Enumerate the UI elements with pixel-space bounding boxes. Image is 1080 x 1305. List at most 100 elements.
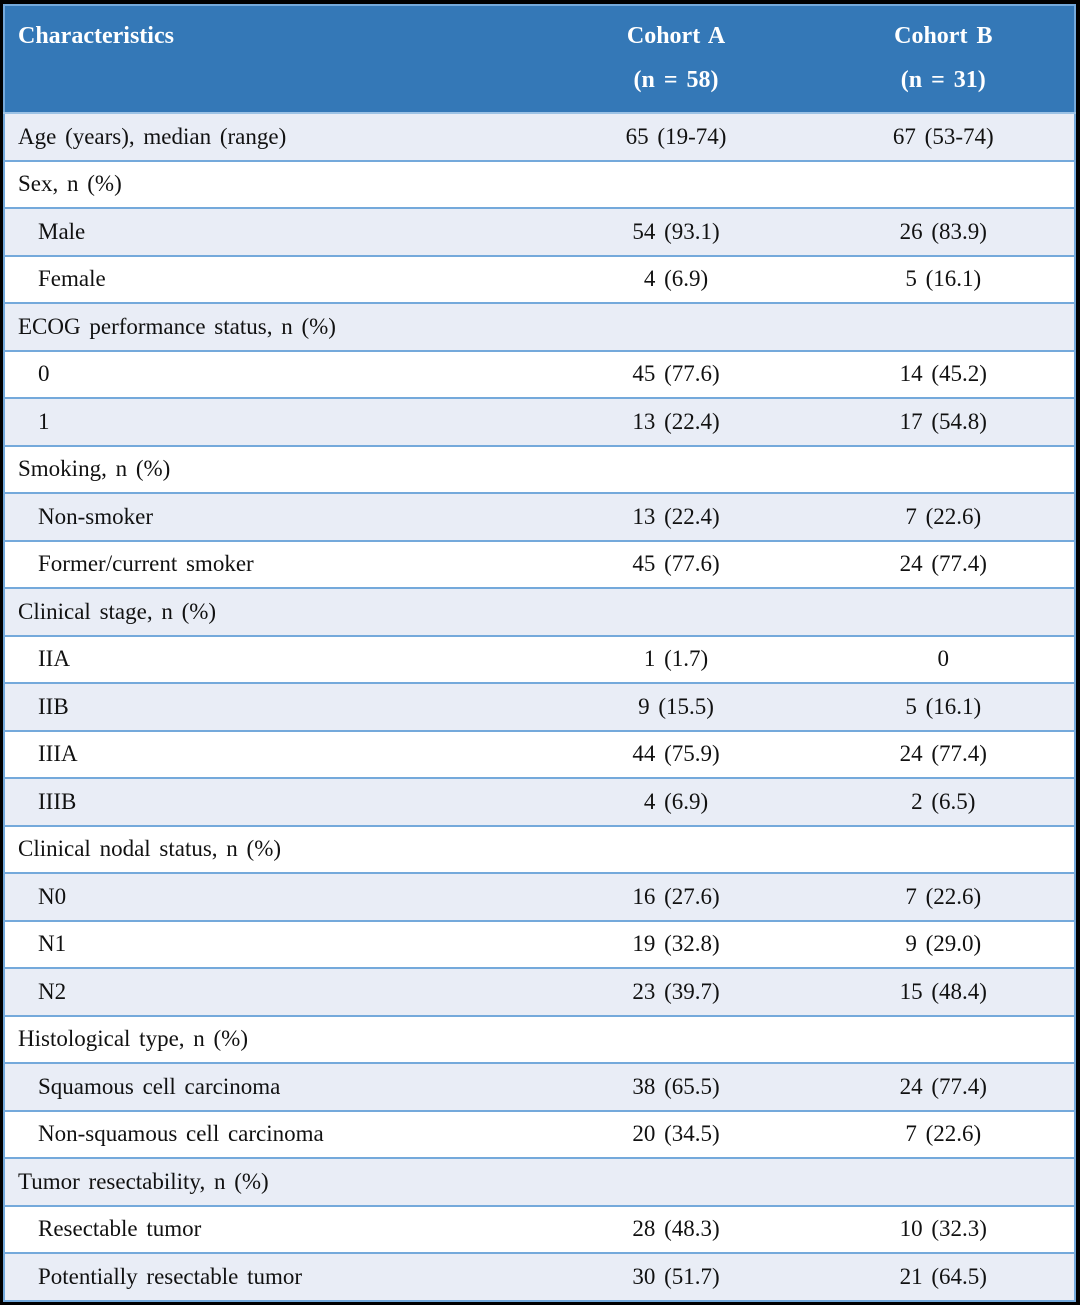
row-label-cell: Histological type, n (%) <box>4 1015 540 1064</box>
cohort-b-value: 5 (16.1) <box>812 255 1075 304</box>
cohort-b-value: 0 <box>812 635 1075 684</box>
data-row: Female 4 (6.9) 5 (16.1) <box>4 255 1075 304</box>
row-label: IIB <box>38 693 69 719</box>
cohort-a-value <box>539 303 813 352</box>
row-label-cell: IIB <box>4 683 540 732</box>
cohort-b-value: 15 (48.4) <box>812 968 1075 1017</box>
row-label: IIA <box>38 646 70 672</box>
table-header: Characteristics Cohort A (n = 58) Cohort… <box>4 5 1075 114</box>
row-label: 0 <box>38 361 50 387</box>
row-label: N2 <box>38 978 67 1004</box>
row-label-cell: Age (years), median (range) <box>4 113 540 162</box>
data-row: 0 45 (77.6) 14 (45.2) <box>4 350 1075 399</box>
cohort-a-value: 13 (22.4) <box>539 493 813 542</box>
data-row: Resectable tumor 28 (48.3) 10 (32.3) <box>4 1205 1075 1254</box>
header-cohort-b: Cohort B (n = 31) <box>812 5 1075 114</box>
cohort-a-value: 45 (77.6) <box>539 540 813 589</box>
row-label-cell: Clinical nodal status, n (%) <box>4 825 540 874</box>
row-label: IIIB <box>38 788 77 814</box>
row-label: Female <box>38 266 106 292</box>
cohort-a-value: 1 (1.7) <box>539 635 813 684</box>
data-row: IIB 9 (15.5) 5 (16.1) <box>4 683 1075 732</box>
cohort-b-value <box>812 588 1075 637</box>
row-label: N1 <box>38 931 67 957</box>
row-label-cell: Male <box>4 208 540 257</box>
header-cohort-a-n: (n = 58) <box>633 67 719 93</box>
cohort-b-value <box>812 1158 1075 1207</box>
header-cohort-a-title: Cohort A <box>626 23 726 49</box>
row-label-cell: Sex, n (%) <box>4 160 540 209</box>
header-cohort-a: Cohort A (n = 58) <box>539 5 813 114</box>
data-row: IIIB 4 (6.9) 2 (6.5) <box>4 778 1075 827</box>
row-label: Tumor resectability, n (%) <box>18 1168 269 1194</box>
cohort-b-value <box>812 303 1075 352</box>
cohort-a-value: 4 (6.9) <box>539 255 813 304</box>
row-label-cell: Resectable tumor <box>4 1205 540 1254</box>
cohort-a-value: 44 (75.9) <box>539 730 813 779</box>
patient-characteristics-table: Characteristics Cohort A (n = 58) Cohort… <box>3 4 1076 1302</box>
row-label: Age (years), median (range) <box>18 123 287 149</box>
section-row: Histological type, n (%) <box>4 1015 1075 1064</box>
row-label-cell: N2 <box>4 968 540 1017</box>
row-label-cell: ECOG performance status, n (%) <box>4 303 540 352</box>
cohort-b-value: 67 (53-74) <box>812 113 1075 162</box>
cohort-a-value: 23 (39.7) <box>539 968 813 1017</box>
data-row: Former/current smoker 45 (77.6) 24 (77.4… <box>4 540 1075 589</box>
cohort-b-value: 24 (77.4) <box>812 1063 1075 1112</box>
row-label: Former/current smoker <box>38 551 254 577</box>
row-label: N0 <box>38 883 67 909</box>
cohort-a-value: 19 (32.8) <box>539 920 813 969</box>
cohort-b-value: 10 (32.3) <box>812 1205 1075 1254</box>
row-label: Resectable tumor <box>38 1216 202 1242</box>
row-label-cell: Smoking, n (%) <box>4 445 540 494</box>
cohort-a-value: 30 (51.7) <box>539 1253 813 1302</box>
cohort-b-value: 24 (77.4) <box>812 730 1075 779</box>
data-row: N2 23 (39.7) 15 (48.4) <box>4 968 1075 1017</box>
row-label: Clinical stage, n (%) <box>18 598 217 624</box>
row-label-cell: IIA <box>4 635 540 684</box>
row-label: Squamous cell carcinoma <box>38 1073 281 1099</box>
row-label: Histological type, n (%) <box>18 1026 249 1052</box>
data-row: Squamous cell carcinoma 38 (65.5) 24 (77… <box>4 1063 1075 1112</box>
data-row: 1 13 (22.4) 17 (54.8) <box>4 398 1075 447</box>
section-row: Smoking, n (%) <box>4 445 1075 494</box>
cohort-a-value: 16 (27.6) <box>539 873 813 922</box>
table-frame: Characteristics Cohort A (n = 58) Cohort… <box>3 4 1076 1302</box>
cohort-a-value: 38 (65.5) <box>539 1063 813 1112</box>
cohort-b-value: 26 (83.9) <box>812 208 1075 257</box>
cohort-a-value <box>539 1015 813 1064</box>
section-row: Clinical stage, n (%) <box>4 588 1075 637</box>
data-row: Age (years), median (range) 65 (19-74) 6… <box>4 113 1075 162</box>
header-characteristics: Characteristics <box>4 5 540 114</box>
cohort-a-value <box>539 160 813 209</box>
row-label-cell: N1 <box>4 920 540 969</box>
cohort-a-value <box>539 825 813 874</box>
row-label-cell: 1 <box>4 398 540 447</box>
row-label-cell: Clinical stage, n (%) <box>4 588 540 637</box>
cohort-b-value: 2 (6.5) <box>812 778 1075 827</box>
table-body: Age (years), median (range) 65 (19-74) 6… <box>4 113 1075 1302</box>
row-label: Potentially resectable tumor <box>38 1263 303 1289</box>
data-row: N0 16 (27.6) 7 (22.6) <box>4 873 1075 922</box>
cohort-a-value <box>539 588 813 637</box>
cohort-a-value: 4 (6.9) <box>539 778 813 827</box>
cohort-b-value: 7 (22.6) <box>812 493 1075 542</box>
cohort-a-value <box>539 1158 813 1207</box>
row-label: 1 <box>38 408 50 434</box>
row-label: Male <box>38 218 86 244</box>
cohort-a-value: 54 (93.1) <box>539 208 813 257</box>
row-label: Non-squamous cell carcinoma <box>38 1121 324 1147</box>
cohort-a-value: 13 (22.4) <box>539 398 813 447</box>
cohort-b-value: 21 (64.5) <box>812 1253 1075 1302</box>
cohort-b-value: 7 (22.6) <box>812 1110 1075 1159</box>
row-label-cell: Non-smoker <box>4 493 540 542</box>
row-label: IIIA <box>38 741 78 767</box>
row-label-cell: Potentially resectable tumor <box>4 1253 540 1302</box>
section-row: Sex, n (%) <box>4 160 1075 209</box>
data-row: IIA 1 (1.7) 0 <box>4 635 1075 684</box>
cohort-b-value: 14 (45.2) <box>812 350 1075 399</box>
row-label-cell: Non-squamous cell carcinoma <box>4 1110 540 1159</box>
row-label: Smoking, n (%) <box>18 456 171 482</box>
row-label: Clinical nodal status, n (%) <box>18 836 282 862</box>
